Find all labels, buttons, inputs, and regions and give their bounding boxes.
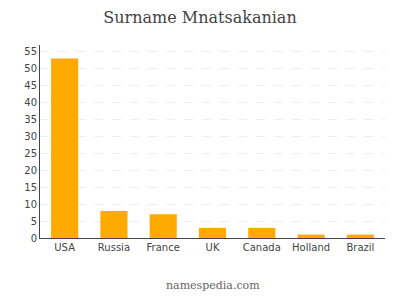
svg-text:Holland: Holland: [292, 242, 330, 253]
svg-text:Canada: Canada: [243, 242, 281, 253]
svg-text:55: 55: [24, 46, 37, 57]
svg-text:Brazil: Brazil: [346, 242, 374, 253]
svg-text:5: 5: [31, 216, 37, 227]
svg-text:40: 40: [24, 97, 37, 108]
svg-text:15: 15: [24, 182, 37, 193]
svg-text:0: 0: [31, 233, 37, 244]
svg-text:10: 10: [24, 199, 37, 210]
svg-text:Surname Mnatsakanian: Surname Mnatsakanian: [103, 8, 296, 27]
svg-text:France: France: [147, 242, 180, 253]
svg-text:35: 35: [24, 114, 37, 125]
svg-text:45: 45: [24, 80, 37, 91]
svg-text:namespedia.com: namespedia.com: [166, 279, 260, 292]
svg-text:25: 25: [24, 148, 37, 159]
svg-text:20: 20: [24, 165, 37, 176]
svg-text:Russia: Russia: [98, 242, 130, 253]
svg-text:50: 50: [24, 63, 37, 74]
svg-text:UK: UK: [206, 242, 220, 253]
svg-text:USA: USA: [54, 242, 75, 253]
svg-text:30: 30: [24, 131, 37, 142]
